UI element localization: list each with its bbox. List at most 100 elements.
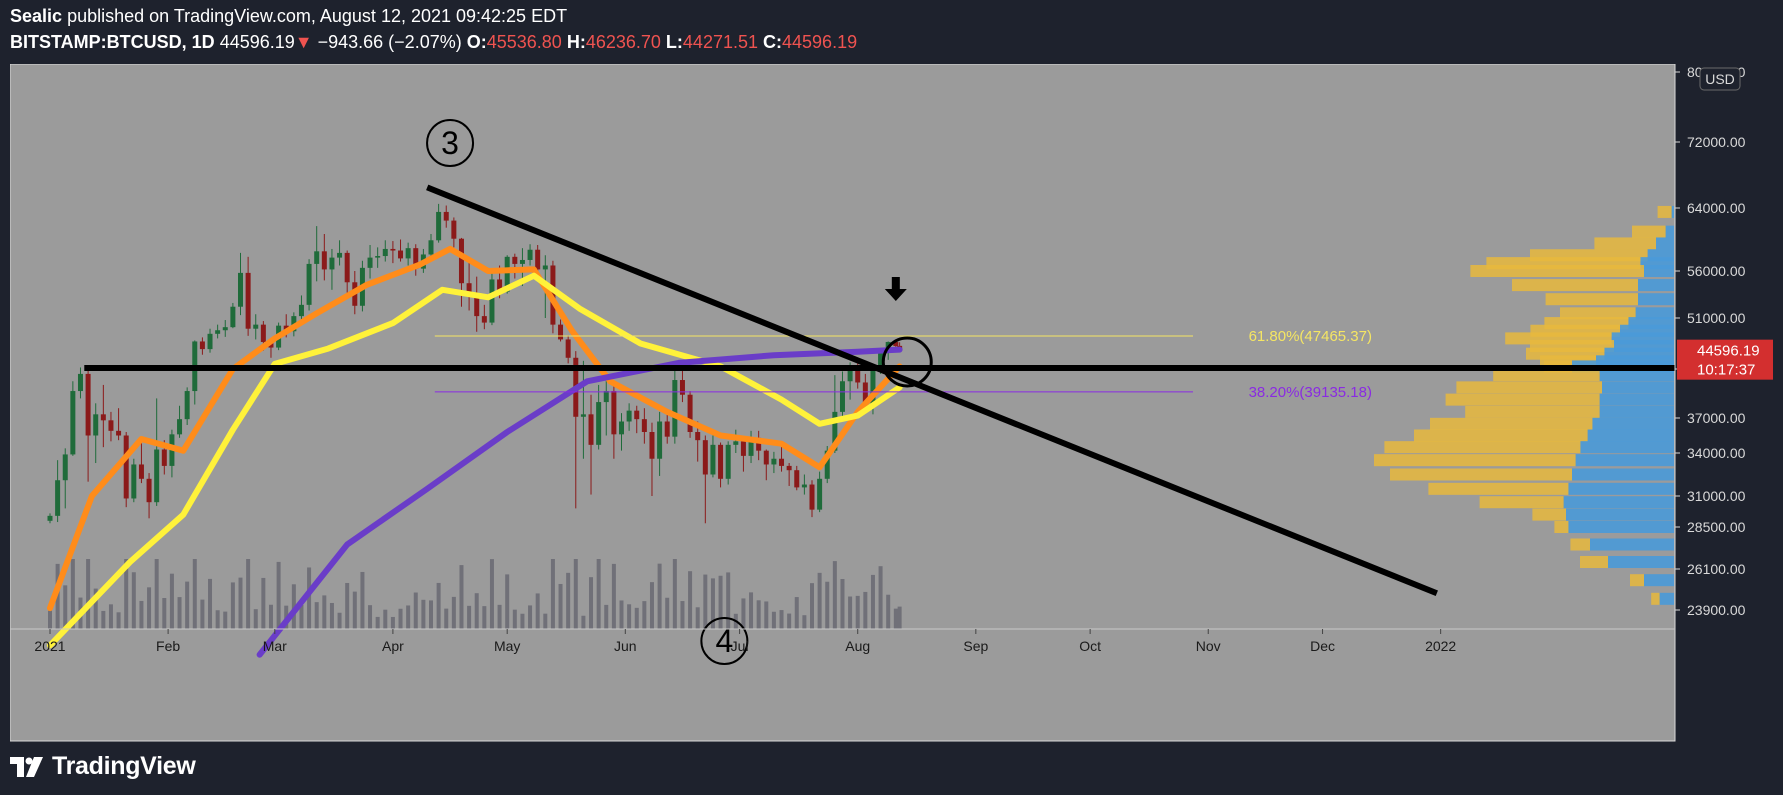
volume-bar bbox=[688, 571, 693, 629]
volume-profile-bar-down bbox=[1512, 279, 1638, 292]
volume-bar bbox=[581, 615, 586, 629]
moving-average-line bbox=[256, 346, 903, 658]
candle-body bbox=[398, 250, 404, 259]
fib-level-label: 38.20%(39135.18) bbox=[1249, 384, 1372, 401]
volume-profile-bar-down bbox=[1632, 225, 1666, 238]
price-tick-label: 56000.00 bbox=[1687, 263, 1746, 279]
candle-body bbox=[588, 414, 594, 445]
candle-body bbox=[329, 257, 335, 270]
volume-bar bbox=[299, 604, 304, 629]
candle-body bbox=[321, 251, 327, 270]
low-value: 44271.51 bbox=[682, 32, 758, 52]
volume-bar bbox=[368, 605, 373, 629]
candle-body bbox=[519, 259, 525, 264]
volume-profile-bar-up bbox=[1580, 441, 1674, 454]
volume-bar bbox=[535, 593, 540, 629]
candle-body bbox=[436, 211, 442, 241]
volume-bar bbox=[124, 559, 129, 629]
time-tick-label: Sep bbox=[963, 638, 988, 654]
candle-body bbox=[870, 370, 876, 405]
moving-average-line bbox=[47, 272, 903, 649]
candle-body bbox=[672, 380, 678, 437]
open-value: 45536.80 bbox=[486, 32, 562, 52]
candle-body bbox=[474, 294, 480, 317]
volume-profile-bar-down bbox=[1630, 574, 1644, 587]
volume-profile-bar-up bbox=[1590, 538, 1674, 551]
volume-bar bbox=[307, 567, 312, 629]
tradingview-brand: TradingView bbox=[52, 752, 196, 780]
price-chart[interactable]: 61.80%(47465.37) 38.20%(39135.18) 3 4 23900… bbox=[10, 64, 1774, 742]
time-tick-label: May bbox=[494, 638, 520, 654]
volume-bar bbox=[345, 582, 350, 629]
candle-body bbox=[634, 410, 640, 420]
volume-profile-bar-down bbox=[1545, 293, 1638, 306]
volume-bar bbox=[886, 594, 891, 629]
volume-bar bbox=[200, 599, 205, 629]
volume-bar bbox=[832, 561, 837, 629]
time-tick-label: Aug bbox=[845, 638, 870, 654]
volume-bar bbox=[489, 559, 494, 629]
descending-trendline bbox=[426, 184, 1438, 597]
time-tick-label: Feb bbox=[156, 638, 180, 654]
candle-body bbox=[527, 249, 533, 260]
volume-bar bbox=[794, 597, 799, 629]
candle-body bbox=[367, 257, 373, 268]
volume-bar bbox=[261, 577, 266, 629]
volume-bar bbox=[314, 602, 319, 629]
volume-profile-bar-down bbox=[1384, 441, 1581, 454]
volume-bar bbox=[459, 565, 464, 629]
close-value: 44596.19 bbox=[782, 32, 858, 52]
volume-bar bbox=[253, 609, 258, 629]
volume-bar bbox=[352, 591, 357, 629]
candle-body bbox=[710, 444, 716, 475]
time-axis[interactable]: 2021 Feb Mar Apr May Jun Jul Aug Sep Oct Nov Dec 202… bbox=[10, 628, 1675, 654]
candle-body bbox=[687, 394, 693, 432]
candle-body bbox=[596, 402, 602, 445]
candle-body bbox=[443, 211, 449, 221]
volume-bar bbox=[291, 584, 296, 629]
volume-bar bbox=[467, 605, 472, 629]
volume-bar bbox=[657, 563, 662, 629]
volume-bar bbox=[101, 610, 106, 629]
volume-bar bbox=[230, 582, 235, 629]
time-tick-label: Jul bbox=[731, 638, 749, 654]
price-tick-label: 37000.00 bbox=[1687, 410, 1746, 426]
volume-bar bbox=[878, 566, 883, 629]
volume-bar bbox=[131, 572, 136, 629]
volume-bar bbox=[855, 595, 860, 629]
volume-bar bbox=[558, 583, 563, 629]
candle-body bbox=[558, 324, 564, 340]
volume-bar bbox=[611, 563, 616, 629]
published-text: published on TradingView.com, August 12,… bbox=[67, 6, 568, 26]
volume-bar bbox=[771, 611, 776, 629]
candle-body bbox=[893, 341, 899, 347]
candle-body bbox=[695, 432, 701, 441]
volume-profile-bar-up bbox=[1608, 556, 1674, 568]
candle-body bbox=[725, 444, 731, 479]
volume-bar bbox=[238, 577, 243, 629]
candle-body bbox=[375, 256, 381, 258]
volume-bar bbox=[162, 598, 167, 629]
time-tick-label: 2021 bbox=[34, 638, 65, 654]
volume-bar bbox=[817, 572, 822, 629]
price-axis[interactable]: 23900.00 26100.00 28500.00 31000.00 34000.00… bbox=[1674, 64, 1773, 741]
candle-body bbox=[794, 470, 800, 488]
volume-bar bbox=[642, 601, 647, 629]
author-name[interactable]: Sealic bbox=[10, 6, 63, 26]
price-tick-label: 31000.00 bbox=[1687, 488, 1746, 504]
volume-bar bbox=[703, 574, 708, 629]
candle-body bbox=[382, 248, 388, 257]
candle-body bbox=[161, 449, 167, 466]
volume-profile-bar-down bbox=[1657, 205, 1672, 218]
candle-body bbox=[817, 478, 823, 510]
volume-bar bbox=[787, 613, 792, 629]
volume-bar bbox=[764, 601, 769, 629]
candle-body bbox=[641, 419, 647, 432]
volume-profile-bar-up bbox=[1638, 293, 1674, 306]
candle-body bbox=[542, 265, 548, 270]
volume-bar bbox=[550, 559, 555, 629]
volume-bar bbox=[573, 559, 578, 629]
volume-bar bbox=[543, 613, 548, 629]
candle-body bbox=[238, 272, 243, 307]
candle-body bbox=[131, 464, 137, 499]
